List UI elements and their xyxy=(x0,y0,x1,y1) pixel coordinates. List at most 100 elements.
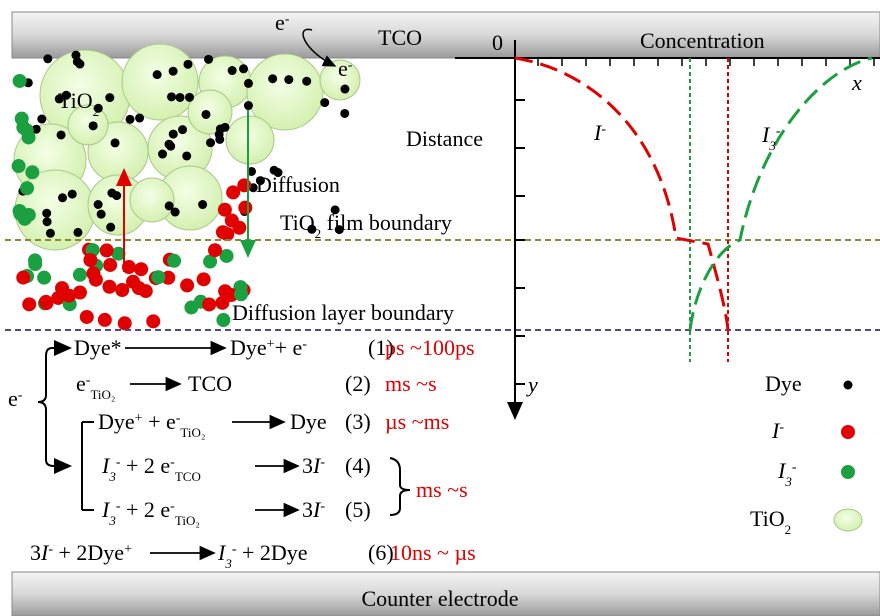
top-electrode: TCO xyxy=(378,25,422,50)
text-part: x xyxy=(851,70,862,95)
text-part: - xyxy=(320,455,325,470)
text-part: 2 xyxy=(315,226,322,241)
text-part: TCO xyxy=(175,469,201,484)
text-part: I xyxy=(312,497,322,522)
reaction-left: Dye* xyxy=(74,335,122,360)
text-part: + xyxy=(124,542,132,557)
text-part: - xyxy=(86,373,91,388)
iodide-dot xyxy=(51,290,66,305)
text-part: - xyxy=(348,58,353,73)
reaction-left: e-TiO₂ xyxy=(76,371,115,402)
electron-brace xyxy=(37,347,55,467)
iodide-dot xyxy=(83,253,98,268)
legend-swatch xyxy=(841,425,855,439)
reaction-right: Dye xyxy=(290,409,327,434)
dye-dot xyxy=(330,205,340,215)
text-part: (4) xyxy=(345,453,371,478)
y-label: Distance xyxy=(406,126,483,151)
iodide-dot xyxy=(102,279,117,294)
dye-dot xyxy=(45,228,55,238)
text-part: - xyxy=(116,499,121,514)
text-part: I xyxy=(761,122,771,147)
text-part: ps ~100ps xyxy=(385,335,475,360)
text-part: Distance xyxy=(406,126,483,151)
iodide-dot xyxy=(22,297,37,312)
dye-dot xyxy=(201,109,211,119)
text-part: (6) xyxy=(368,540,394,565)
legend-label: I3- xyxy=(777,458,797,489)
text-part: + e xyxy=(143,409,176,434)
bottom-electrode: Counter electrode xyxy=(362,586,519,611)
iodide-dot xyxy=(220,227,235,242)
text-part: µs ~ms xyxy=(385,409,449,434)
reaction-left: Dye+ + e-TiO₂ xyxy=(98,409,205,440)
triiodide-dot xyxy=(21,130,36,145)
text-part: 3 xyxy=(108,469,116,484)
shared-time: ms ~s xyxy=(416,477,468,502)
tio2-label: TiO2 xyxy=(58,88,99,119)
dye-dot xyxy=(307,224,317,234)
dye-dot xyxy=(96,209,106,219)
text-part: (5) xyxy=(345,497,371,522)
text-part: + 2 e xyxy=(121,497,171,522)
iodide-dot xyxy=(38,294,53,309)
dye-dot xyxy=(170,207,180,217)
text-part: + xyxy=(267,337,275,352)
text-part: - xyxy=(601,122,606,137)
dye-dot xyxy=(167,92,177,102)
legend-label: Dye xyxy=(765,371,802,396)
x-symbol: x xyxy=(851,70,862,95)
dye-dot xyxy=(269,165,279,175)
dye-dot xyxy=(198,200,208,210)
dye-dot xyxy=(320,98,330,108)
text-part: y xyxy=(526,372,538,397)
text-part: TCO xyxy=(188,371,232,396)
reaction-time: ps ~100ps xyxy=(385,335,475,360)
iodide-dot xyxy=(62,288,77,303)
text-part: Dye xyxy=(98,409,135,434)
dye-dot xyxy=(54,94,64,104)
dye-dot xyxy=(239,64,249,74)
dye-dot xyxy=(73,227,83,237)
reaction-number: (6) xyxy=(368,540,394,565)
iodide-dot xyxy=(161,270,176,285)
dye-dot xyxy=(43,54,53,64)
reaction-right: 3I- xyxy=(302,497,325,522)
text-part: - xyxy=(285,12,290,27)
text-part: Dye xyxy=(230,335,267,360)
iodide-dot xyxy=(86,266,101,281)
text-part: e xyxy=(8,386,18,411)
iodide-dot xyxy=(237,178,252,193)
text-part: + xyxy=(135,411,143,426)
text-part: - xyxy=(48,542,53,557)
dye-dot xyxy=(204,54,214,64)
reaction-number: (4) xyxy=(345,453,371,478)
text-part: - xyxy=(170,455,175,470)
dye-dot xyxy=(67,189,77,199)
text-part: - xyxy=(232,542,237,557)
dye-dot xyxy=(37,114,47,124)
dye-dot xyxy=(164,201,174,211)
dye-dot xyxy=(220,122,230,132)
dye-dot xyxy=(125,114,135,124)
dye-dot xyxy=(215,134,225,144)
dye-dot xyxy=(110,138,120,148)
text-part: TiO xyxy=(58,88,93,113)
dye-dot xyxy=(268,74,278,84)
dye-dot xyxy=(135,113,145,123)
dye-dot xyxy=(71,50,81,60)
reaction-number: (5) xyxy=(345,497,371,522)
iodide-dot xyxy=(72,285,87,300)
text-part: 3 xyxy=(30,540,41,565)
tio2-particle xyxy=(187,89,233,135)
reaction-number: (1) xyxy=(368,335,394,360)
iodide-dot xyxy=(196,272,211,287)
triiodide-dot xyxy=(167,253,182,268)
diffusion-label: Diffusion xyxy=(256,172,340,197)
text-part: 3 xyxy=(108,513,116,528)
text-part: 10ns ~ µs xyxy=(390,540,476,565)
text-part: 3 xyxy=(302,497,313,522)
text-part: TiO xyxy=(750,506,785,531)
triiodide-curve xyxy=(688,56,873,331)
reaction-time: 10ns ~ µs xyxy=(390,540,476,565)
